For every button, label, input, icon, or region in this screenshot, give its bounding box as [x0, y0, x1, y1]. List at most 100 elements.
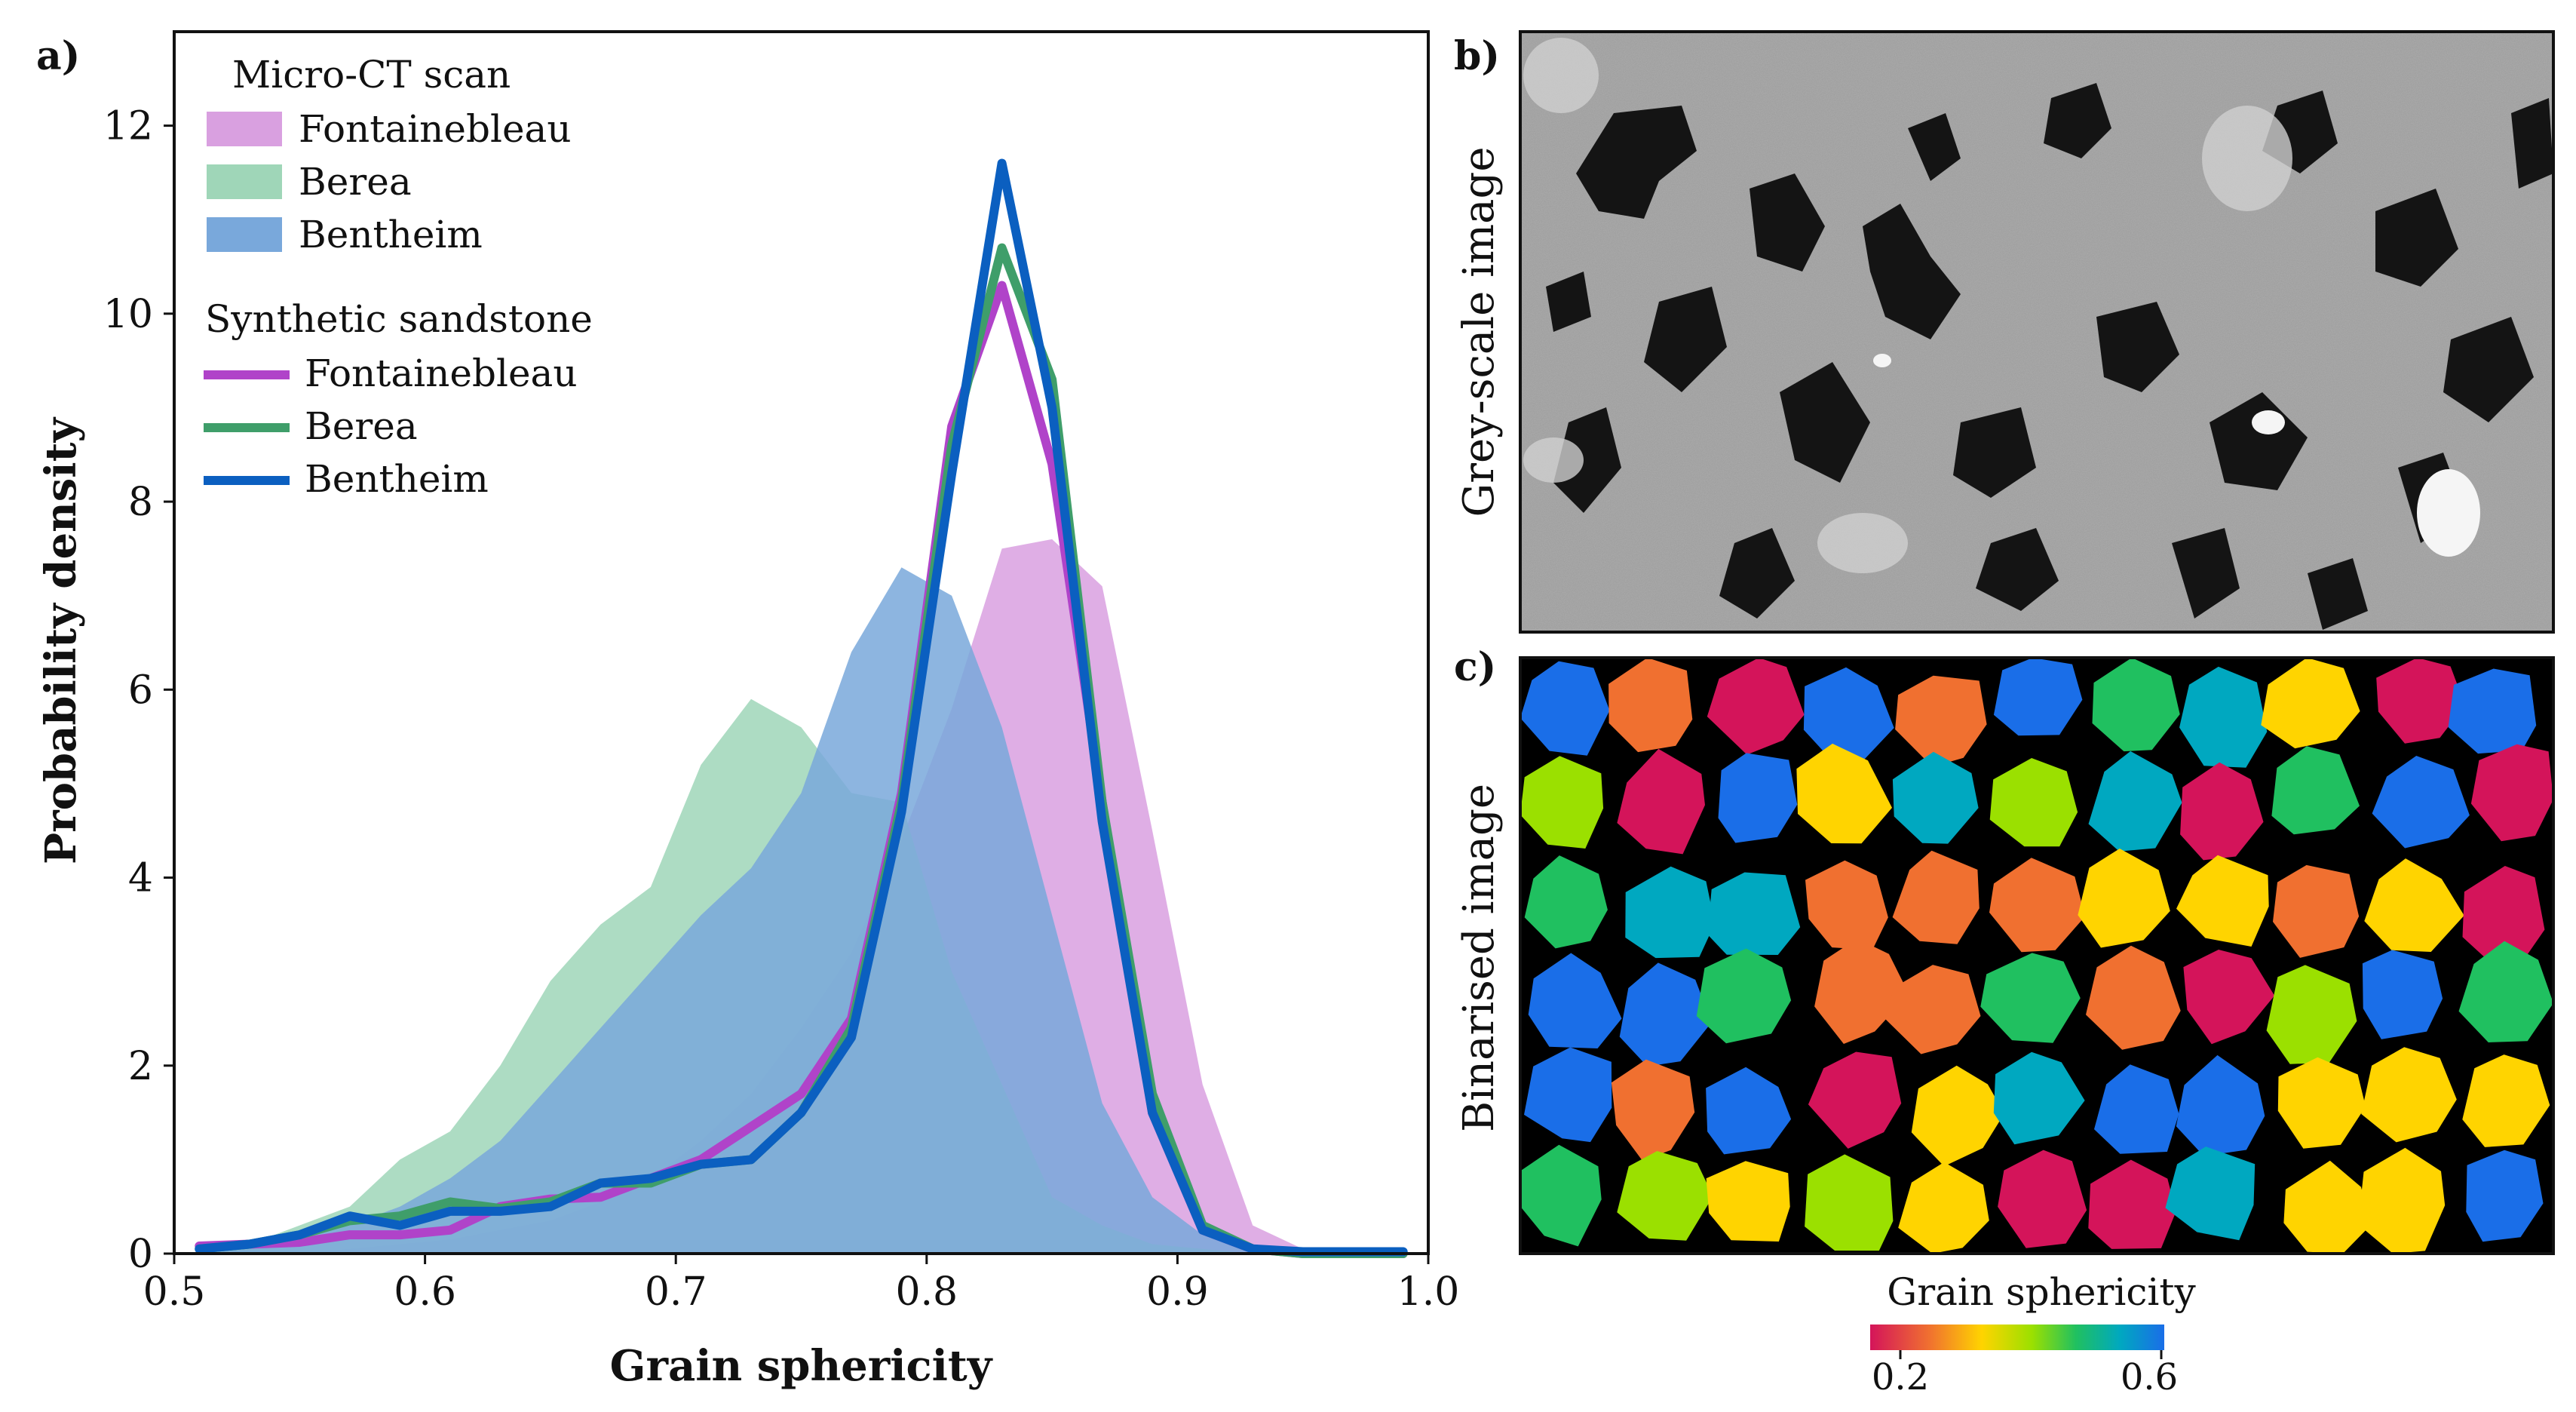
- panel-c-label: c): [1454, 644, 1496, 690]
- x-tick-label: 0.9: [1146, 1269, 1209, 1315]
- grain-region: [1805, 860, 1888, 950]
- legend-label-fontainebleau-synthetic: Fontainebleau: [305, 351, 578, 395]
- x-axis-label: Grain sphericity: [610, 1341, 993, 1391]
- y-tick-label: 2: [128, 1044, 153, 1089]
- x-tick-label: 0.5: [143, 1269, 206, 1315]
- grain-region: [2176, 855, 2269, 947]
- grey-scale-image: [1519, 30, 2555, 634]
- grain-region: [1707, 872, 1801, 955]
- grain-region: [1520, 1144, 1602, 1247]
- grain-region: [2462, 866, 2545, 962]
- grain-region: [2094, 1064, 2179, 1154]
- grain-region: [1993, 1051, 2085, 1145]
- grain-region: [1520, 661, 1610, 756]
- legend-label-bentheim-micro: Bentheim: [299, 213, 483, 256]
- grain-region: [1892, 850, 1980, 944]
- grain-region: [1520, 756, 1604, 849]
- grain-region: [2277, 1057, 2366, 1149]
- grain-region: [2273, 864, 2360, 958]
- grain-region: [1892, 751, 1979, 844]
- grain-region: [1998, 1150, 2087, 1248]
- grain-region: [2458, 941, 2553, 1042]
- legend-label-berea-micro: Berea: [299, 160, 412, 204]
- grain-region: [1884, 965, 1981, 1054]
- grain-region: [2364, 858, 2464, 952]
- grain-region: [1989, 758, 2078, 847]
- grain-region: [2470, 744, 2553, 842]
- grain-region: [1611, 1059, 1695, 1161]
- y-tick-label: 8: [128, 480, 153, 525]
- legend-title-synthetic: Synthetic sandstone: [205, 297, 593, 341]
- panel-b: b) Grey-scale image: [1454, 30, 2555, 634]
- area-micro-bentheim: [199, 567, 1403, 1254]
- grain-region: [1707, 658, 1805, 755]
- y-tick-label: 10: [103, 292, 153, 337]
- grain-region: [2165, 1146, 2256, 1241]
- grain-region: [1617, 748, 1705, 855]
- grain-region: [1625, 866, 1715, 959]
- x-tick-label: 0.8: [895, 1269, 958, 1315]
- colorbar-title: Grain sphericity: [1887, 1270, 2196, 1314]
- grain-region: [2261, 658, 2360, 749]
- grain-region: [2362, 950, 2443, 1039]
- y-tick-label: 12: [103, 104, 153, 149]
- legend-label-fontainebleau-micro: Fontainebleau: [299, 107, 572, 151]
- grain-region: [1796, 743, 1892, 844]
- grain-region: [2183, 950, 2275, 1045]
- grain-region: [1524, 855, 1608, 949]
- y-axis-label: Probability density: [36, 417, 86, 864]
- colorbar-min-label: 0.2: [1872, 1356, 1929, 1398]
- binarised-image: [1519, 656, 2555, 1255]
- legend-label-bentheim-synthetic: Bentheim: [305, 457, 489, 501]
- grain-region: [2376, 658, 2465, 744]
- x-tick-label: 1.0: [1397, 1269, 1460, 1315]
- grain-region: [2176, 1054, 2265, 1156]
- x-tick-label: 0.7: [645, 1269, 707, 1315]
- grain-region: [1718, 753, 1798, 843]
- grain-region: [1911, 1065, 2004, 1167]
- panel-c: c) Binarised image: [1454, 644, 2555, 1255]
- grain-region: [1895, 675, 1987, 767]
- grain-region: [2372, 756, 2470, 849]
- grain-region: [1980, 953, 2081, 1043]
- grain-region: [1524, 1047, 1612, 1143]
- legend-swatch-fontainebleau-micro: [207, 112, 282, 146]
- panel-c-ylabel: Binarised image: [1455, 784, 1504, 1132]
- grain-region: [2078, 849, 2170, 948]
- grain-region: [2358, 1147, 2446, 1254]
- grain-region: [2088, 1159, 2176, 1249]
- grain-region: [2448, 668, 2537, 754]
- grain-region: [2092, 658, 2180, 752]
- synthetic-lines: [195, 158, 1408, 1258]
- grain-region: [1993, 658, 2083, 736]
- grain-region: [2271, 746, 2360, 835]
- grain-region: [1608, 658, 1693, 753]
- grain-region: [1528, 953, 1622, 1048]
- plot-frame: [173, 30, 1430, 1255]
- grain-region: [2466, 1150, 2544, 1242]
- x-axis-ticks: 0.5 0.6 0.7 0.8 0.9 1.0: [143, 1254, 1460, 1315]
- grain-region: [2179, 666, 2268, 768]
- grain-region: [1619, 962, 1712, 1067]
- colorbar: Grain sphericity 0.2 0.6: [1870, 1270, 2196, 1398]
- grain-region: [1617, 1151, 1713, 1241]
- line-synthetic-bentheim: [195, 158, 1408, 1257]
- grain-region: [1803, 667, 1894, 760]
- grain-region: [2180, 762, 2264, 861]
- grain-region: [2266, 965, 2357, 1064]
- grain-region: [1696, 948, 1792, 1044]
- grain-region: [1805, 1154, 1894, 1251]
- panel-b-label: b): [1454, 33, 1500, 79]
- legend-swatch-bentheim-micro: [207, 217, 282, 252]
- grain-region: [1706, 1067, 1792, 1155]
- panel-b-ylabel: Grey-scale image: [1455, 147, 1504, 517]
- density-chart: a) 0.5 0.6 0.7 0.8 0.9 1.0 0 2 4 6 8 10 12 Grain sp…: [36, 30, 1460, 1391]
- grain-region: [2462, 1054, 2550, 1147]
- y-tick-label: 4: [128, 856, 153, 901]
- grain-region: [1898, 1162, 1989, 1254]
- colorbar-gradient: [1870, 1325, 2164, 1350]
- y-axis-ticks: 0 2 4 6 8 10 12: [103, 104, 174, 1277]
- legend: Micro-CT scan Fontainebleau Berea Benthe…: [204, 53, 593, 501]
- area-micro-fontainebleau: [199, 539, 1403, 1254]
